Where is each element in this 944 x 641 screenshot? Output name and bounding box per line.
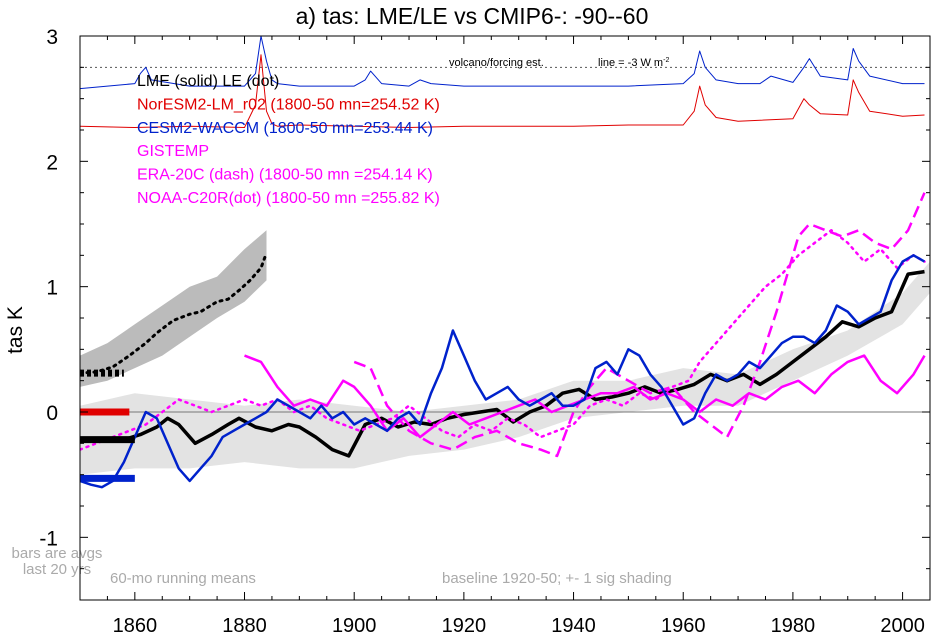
series-lines <box>80 36 926 489</box>
x-tick-label: 1980 <box>771 615 816 637</box>
running-mean-note: 60-mo running means <box>110 570 256 587</box>
axes: 1860 1880 1900 1920 1940 1960 1980 2000 -1 0 1 2 3 <box>39 26 931 637</box>
x-tick-label: 1880 <box>222 615 267 637</box>
cesm-forcing-line <box>80 36 925 90</box>
le-mean-line <box>80 251 268 375</box>
le-sigma-band <box>80 230 267 387</box>
last-20-year-bars <box>80 369 135 482</box>
forcing-line-label-sup: -2 <box>663 57 669 64</box>
x-tick-label: 2000 <box>880 615 925 637</box>
legend-entry: GISTEMP <box>137 143 209 160</box>
baseline-note: baseline 1920-50; +- 1 sig shading <box>442 570 672 587</box>
y-tick-label: 3 <box>46 26 58 49</box>
y-tick-label: 0 <box>46 402 58 425</box>
x-tick-label: 1860 <box>113 615 158 637</box>
bars-note-line-2: last 20 yrs <box>23 561 91 578</box>
legend-entry: ERA-20C (dash) (1800-50 mn =254.14 K) <box>137 167 433 184</box>
y-tick-label: 1 <box>46 277 58 300</box>
legend-entry: LME (solid) LE (dot) <box>137 73 279 90</box>
x-tick-label: 1940 <box>551 615 596 637</box>
forcing-line-label: line = -3 W m-2 <box>598 57 669 69</box>
shading-bands <box>80 230 930 475</box>
y-tick-label: 2 <box>46 151 58 174</box>
cesm2-waccm-line <box>80 254 926 489</box>
lme-mean-line <box>80 269 925 458</box>
legend-entry: CESM2-WACCM (1800-50 mn=253.44 K) <box>137 120 433 137</box>
chart-title: a) tas: LME/LE vs CMIP6-: -90--60 <box>296 3 649 29</box>
noaa-c20r-line <box>80 229 926 451</box>
forcing-line-label-text: line = -3 W m <box>598 57 663 69</box>
x-tick-label: 1920 <box>442 615 487 637</box>
y-axis-label: tas K <box>4 306 27 354</box>
x-tick-label: 1900 <box>332 615 377 637</box>
x-tick-label: 1960 <box>661 615 706 637</box>
legend-entry: NOAA-C20R(dot) (1800-50 mn =255.82 K) <box>137 190 440 207</box>
noresm-forcing-line <box>80 54 925 128</box>
legend: LME (solid) LE (dot) NorESM2-LM_r02 (1800… <box>137 73 440 207</box>
legend-entry: NorESM2-LM_r02 (1800-50 mn=254.52 K) <box>137 96 440 113</box>
lme-sigma-band <box>80 261 930 475</box>
y-tick-label: -1 <box>39 527 58 550</box>
volcano-label: volcano/forcing est. <box>449 57 544 69</box>
